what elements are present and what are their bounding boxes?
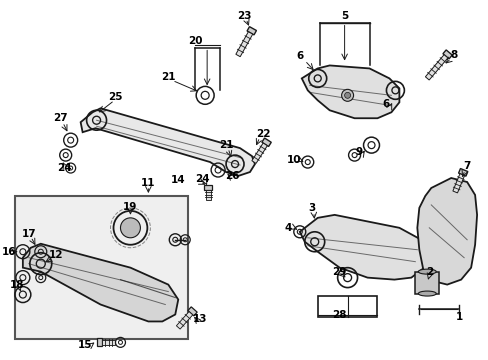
- Text: 3: 3: [307, 203, 315, 213]
- Text: 6: 6: [296, 51, 303, 62]
- Text: 7: 7: [463, 161, 470, 171]
- Text: 19: 19: [123, 202, 137, 212]
- Text: 15: 15: [77, 340, 92, 350]
- Polygon shape: [301, 66, 399, 118]
- Text: 2: 2: [425, 267, 432, 276]
- Text: 10: 10: [286, 155, 301, 165]
- Polygon shape: [442, 50, 451, 59]
- Text: 24: 24: [194, 174, 209, 184]
- Text: 28: 28: [332, 310, 346, 320]
- Text: 11: 11: [141, 178, 155, 188]
- Text: 12: 12: [48, 250, 63, 260]
- Polygon shape: [187, 307, 197, 316]
- Text: 9: 9: [355, 147, 363, 157]
- Text: 17: 17: [21, 229, 36, 239]
- Text: 13: 13: [193, 314, 207, 324]
- Text: 23: 23: [236, 11, 251, 21]
- Text: 16: 16: [1, 247, 16, 257]
- Text: 21: 21: [161, 72, 175, 82]
- Polygon shape: [23, 244, 178, 321]
- Ellipse shape: [417, 269, 435, 274]
- Text: 26: 26: [224, 171, 239, 181]
- Text: 5: 5: [340, 11, 347, 21]
- Polygon shape: [251, 143, 267, 163]
- Polygon shape: [102, 340, 115, 345]
- Polygon shape: [96, 338, 102, 346]
- Polygon shape: [203, 185, 212, 190]
- Polygon shape: [425, 55, 447, 80]
- Circle shape: [341, 89, 353, 101]
- Text: 1: 1: [455, 312, 462, 323]
- FancyBboxPatch shape: [15, 196, 188, 339]
- Polygon shape: [262, 138, 271, 147]
- Circle shape: [120, 218, 140, 238]
- Text: 14: 14: [171, 175, 185, 185]
- Polygon shape: [246, 27, 256, 35]
- Text: 22: 22: [255, 129, 270, 139]
- Polygon shape: [81, 108, 254, 176]
- Circle shape: [344, 92, 350, 98]
- Text: 27: 27: [53, 113, 68, 123]
- Polygon shape: [452, 174, 464, 193]
- Bar: [317, 296, 377, 318]
- Text: 25: 25: [108, 92, 122, 102]
- Polygon shape: [176, 311, 192, 329]
- Text: 24: 24: [57, 163, 72, 173]
- Text: 6: 6: [382, 99, 389, 109]
- Polygon shape: [458, 168, 467, 176]
- Text: 8: 8: [449, 50, 457, 60]
- Text: 4: 4: [284, 223, 291, 233]
- Text: 21: 21: [218, 140, 233, 150]
- Polygon shape: [205, 190, 210, 200]
- Polygon shape: [299, 215, 427, 280]
- Text: 20: 20: [187, 36, 202, 46]
- Polygon shape: [235, 32, 252, 57]
- Polygon shape: [416, 178, 476, 285]
- Text: 18: 18: [10, 280, 24, 289]
- Polygon shape: [414, 272, 438, 293]
- Text: 29: 29: [332, 267, 346, 276]
- Ellipse shape: [417, 291, 435, 296]
